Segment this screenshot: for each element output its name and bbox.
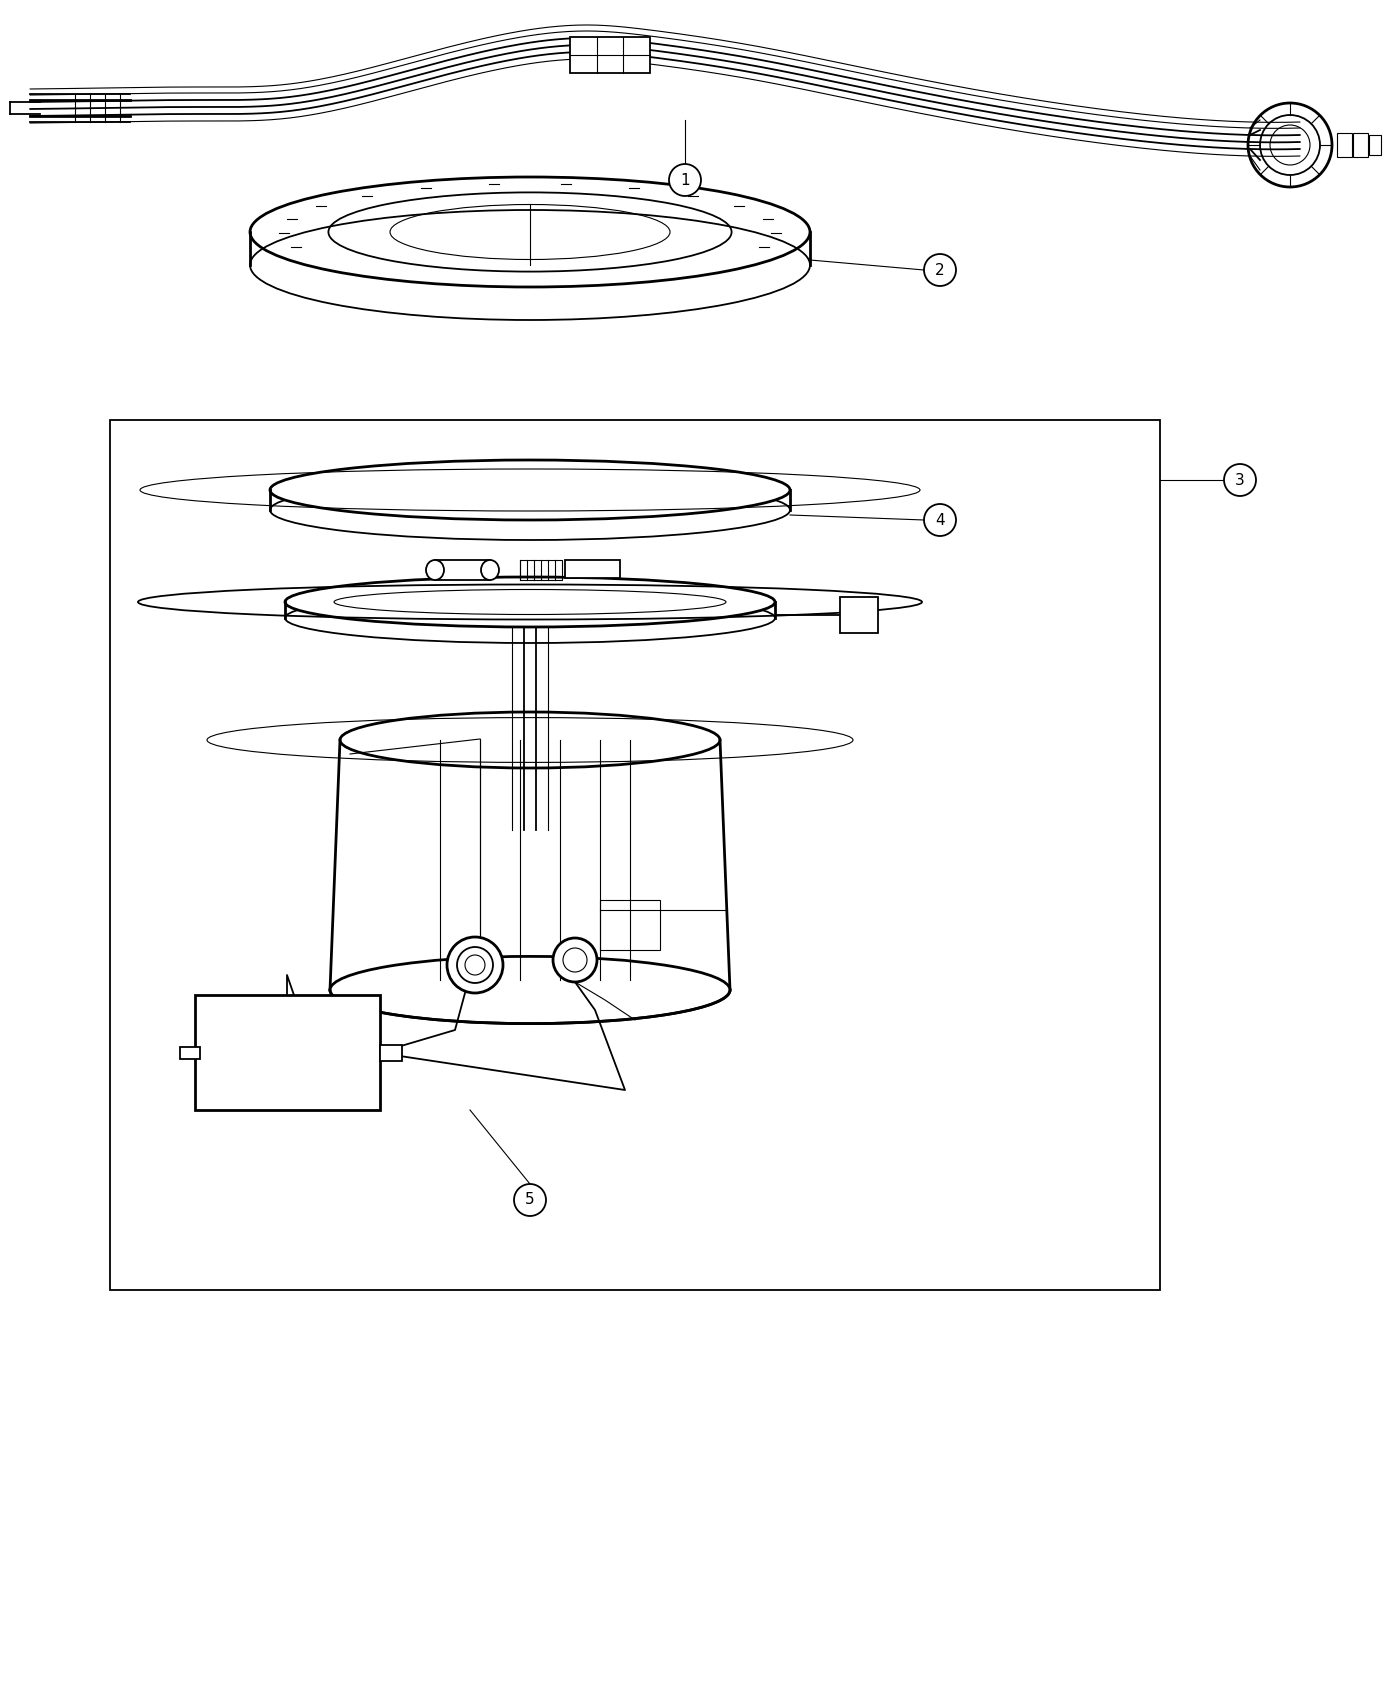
Ellipse shape (286, 576, 776, 627)
Text: 4: 4 (935, 512, 945, 527)
Text: 3: 3 (1235, 473, 1245, 488)
Bar (1337, 133, 1352, 156)
Circle shape (514, 1183, 546, 1215)
Ellipse shape (426, 559, 444, 580)
Circle shape (1224, 464, 1256, 496)
Circle shape (924, 253, 956, 286)
Ellipse shape (270, 461, 790, 520)
Ellipse shape (251, 211, 811, 320)
Bar (519, 559, 561, 580)
Bar (195, 994, 379, 1110)
Bar (111, 420, 1161, 1290)
Bar (181, 1047, 200, 1059)
Bar (840, 597, 878, 632)
Bar (566, 559, 620, 578)
Ellipse shape (270, 479, 790, 541)
Bar (570, 37, 650, 73)
Bar (379, 1046, 402, 1061)
Text: 2: 2 (935, 262, 945, 277)
Circle shape (669, 163, 701, 196)
Bar (1352, 133, 1368, 156)
Text: 1: 1 (680, 172, 690, 187)
Ellipse shape (286, 593, 776, 643)
Ellipse shape (340, 712, 720, 768)
Bar (1369, 134, 1380, 155)
Bar (601, 899, 659, 950)
Circle shape (553, 938, 596, 983)
Ellipse shape (482, 559, 498, 580)
Circle shape (456, 947, 493, 983)
Ellipse shape (330, 957, 729, 1023)
Bar (435, 559, 490, 580)
Text: 5: 5 (525, 1192, 535, 1207)
Circle shape (924, 503, 956, 536)
Circle shape (447, 937, 503, 993)
